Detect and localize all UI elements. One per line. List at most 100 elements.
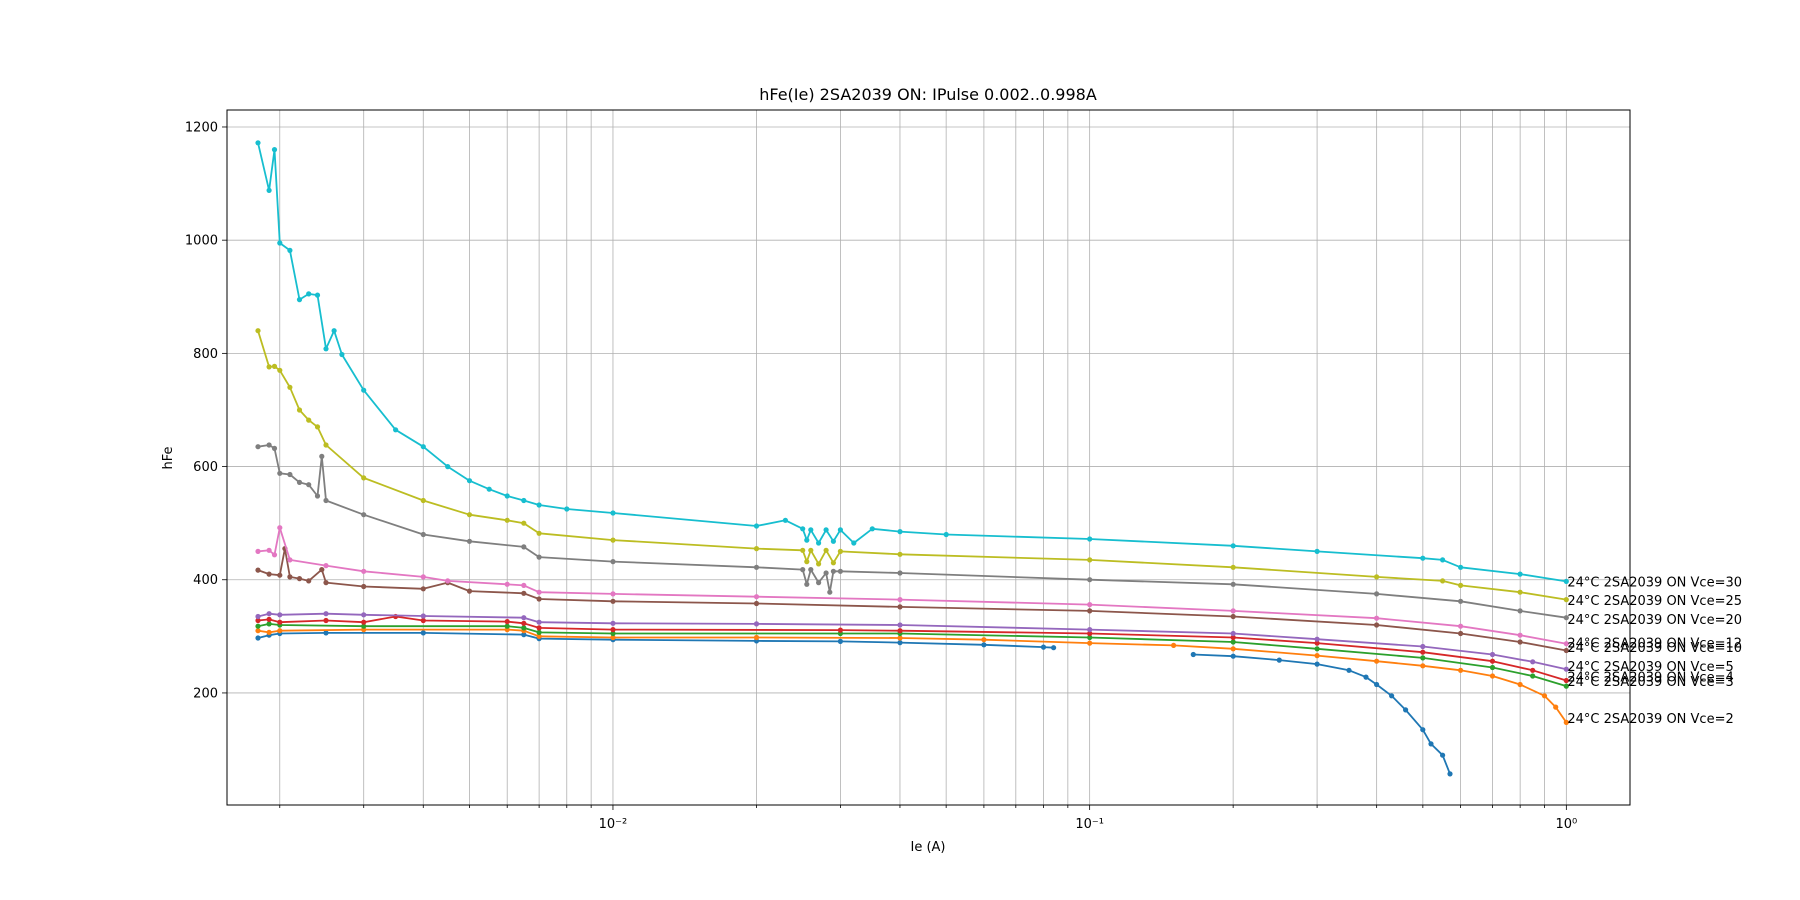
- data-point: [1314, 661, 1320, 667]
- grid: [227, 110, 1630, 805]
- data-point: [1563, 615, 1569, 621]
- data-point: [1563, 641, 1569, 647]
- data-point: [1428, 741, 1434, 747]
- data-point: [1489, 651, 1496, 658]
- data-point: [420, 586, 426, 592]
- data-point: [306, 417, 312, 423]
- data-point: [287, 471, 293, 478]
- data-point: [1190, 651, 1196, 658]
- data-point: [1374, 615, 1380, 621]
- data-point: [277, 240, 283, 246]
- data-point: [610, 510, 616, 516]
- data-point: [466, 512, 473, 518]
- data-point: [536, 629, 542, 636]
- data-point: [466, 478, 473, 484]
- data-point: [943, 531, 949, 538]
- data-point: [837, 627, 844, 633]
- data-point: [1087, 630, 1093, 637]
- series: [255, 140, 1569, 585]
- data-point: [319, 453, 325, 459]
- data-point: [1420, 643, 1426, 650]
- data-point: [808, 527, 814, 533]
- data-point: [361, 619, 367, 625]
- data-point: [271, 147, 278, 153]
- data-point: [255, 567, 261, 573]
- data-point: [323, 580, 329, 586]
- data-point: [897, 570, 903, 576]
- data-point: [314, 424, 321, 430]
- series-end-label: 24°C 2SA2039 ON Vce=5: [1567, 660, 1733, 675]
- data-point: [1403, 707, 1409, 713]
- data-point: [521, 625, 527, 631]
- series-line: [257, 612, 1567, 671]
- data-point: [1458, 667, 1464, 673]
- data-point: [753, 621, 760, 627]
- data-point: [521, 520, 527, 526]
- data-point: [521, 582, 527, 589]
- data-point: [800, 526, 806, 532]
- data-point: [323, 630, 329, 636]
- data-point: [445, 578, 451, 584]
- data-point: [1314, 646, 1320, 652]
- y-axis-label: hFe: [161, 446, 176, 469]
- x-axis-label: Ie (A): [910, 840, 945, 855]
- data-point: [753, 634, 760, 641]
- data-point: [271, 552, 278, 558]
- data-point: [361, 475, 367, 481]
- data-point: [804, 581, 810, 587]
- data-point: [306, 291, 312, 297]
- data-point: [319, 567, 325, 573]
- series: [255, 627, 1569, 726]
- data-point: [504, 581, 510, 587]
- data-point: [610, 598, 616, 604]
- data-point: [466, 588, 473, 594]
- data-point: [837, 548, 844, 555]
- data-point: [1374, 681, 1380, 688]
- data-point: [361, 583, 367, 590]
- plot-frame: [226, 109, 1631, 806]
- data-point: [323, 346, 329, 352]
- data-point: [610, 630, 616, 637]
- data-point: [504, 623, 510, 629]
- data-point: [816, 580, 822, 586]
- data-point: [287, 557, 293, 563]
- data-point: [323, 442, 329, 448]
- data-point: [1420, 655, 1426, 661]
- data-point: [1517, 681, 1523, 688]
- data-point: [804, 537, 810, 543]
- data-point: [521, 632, 527, 638]
- series-end-label: 24°C 2SA2039 ON Vce=2: [1567, 712, 1733, 727]
- x-tick-label: 10⁻¹: [1075, 817, 1104, 832]
- data-point: [1230, 581, 1236, 587]
- data-point: [1563, 666, 1569, 672]
- data-point: [1517, 608, 1523, 614]
- data-point: [1374, 622, 1380, 628]
- data-point: [536, 596, 542, 602]
- data-point: [420, 444, 426, 450]
- data-point: [897, 640, 903, 646]
- data-point: [1230, 639, 1236, 645]
- data-point: [610, 634, 616, 641]
- data-point: [536, 530, 542, 536]
- data-point: [1374, 658, 1380, 664]
- series: [255, 525, 1569, 647]
- data-point: [1530, 673, 1536, 679]
- data-point: [420, 630, 426, 636]
- data-point: [1458, 630, 1464, 637]
- data-point: [1374, 574, 1380, 580]
- data-point: [296, 297, 303, 303]
- series: [255, 630, 1453, 777]
- data-point: [1420, 727, 1426, 733]
- data-point: [1346, 667, 1352, 673]
- series: [255, 611, 1569, 672]
- data-point: [1517, 632, 1523, 638]
- data-point: [1563, 578, 1569, 585]
- data-point: [1363, 674, 1369, 680]
- data-point: [420, 617, 426, 624]
- data-point: [1087, 557, 1093, 563]
- series: [255, 621, 1569, 689]
- series: [255, 328, 1569, 603]
- data-point: [361, 623, 367, 629]
- data-point: [869, 526, 875, 532]
- data-point: [753, 594, 760, 600]
